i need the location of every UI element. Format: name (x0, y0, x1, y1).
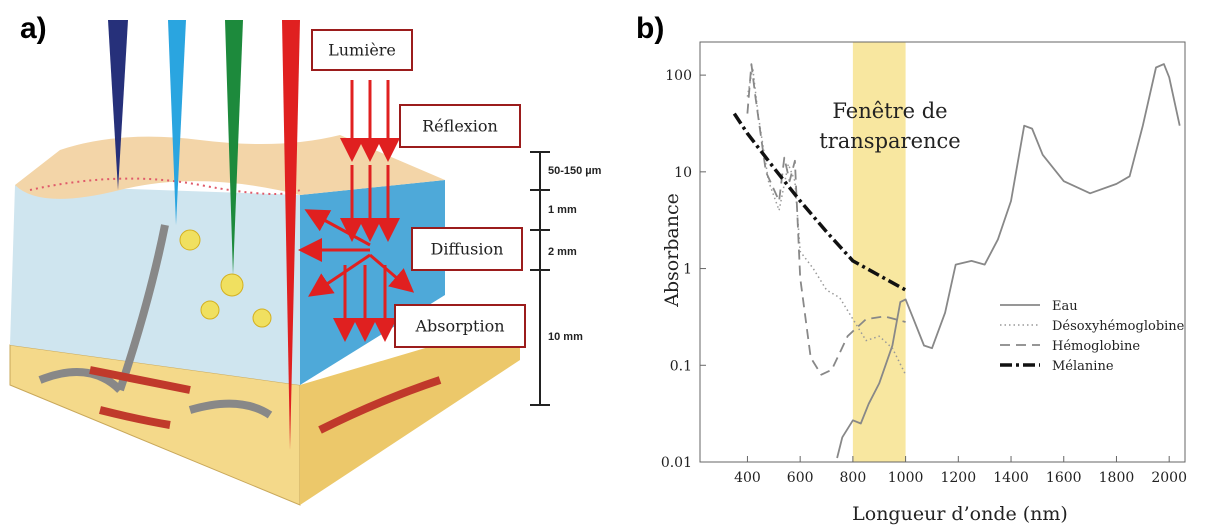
x-tick-label: 400 (734, 470, 761, 486)
y-axis-label: Absorbance (661, 193, 683, 308)
depth-label: 10 mm (548, 331, 583, 343)
x-tick-label: 2000 (1151, 470, 1187, 486)
panel-a: a) (9, 12, 602, 506)
needle-green (225, 20, 243, 275)
panel-b: b) 0.01 0.1 1 10 100 400 600 800 1000 1200 1400 1600… (636, 12, 1187, 525)
x-tick-label: 800 (840, 470, 867, 486)
annotation-box (311, 29, 413, 71)
hypodermis-side (300, 320, 520, 505)
x-tick-label: 1400 (993, 470, 1029, 486)
x-tick-label: 1800 (1099, 470, 1135, 486)
x-axis-label: Longueur d’onde (nm) (852, 503, 1068, 525)
annotation: Diffusion (431, 240, 504, 259)
annotation: Absorption (414, 317, 504, 336)
x-tick-label: 1600 (1046, 470, 1082, 486)
plot-frame (699, 41, 1186, 463)
y-tick-label: 1 (683, 262, 692, 278)
y-tick-label: 10 (674, 165, 692, 181)
glands (179, 229, 272, 328)
x-tick-label: 600 (787, 470, 814, 486)
annotation: transparence (819, 129, 960, 153)
annotation-box (399, 104, 521, 148)
series-line (732, 112, 907, 292)
light-arrows (298, 80, 415, 342)
annotation: Lumière (328, 41, 396, 60)
x-tick-label: 1200 (940, 470, 976, 486)
transparency-window (852, 42, 906, 462)
x-tick-label: 1000 (888, 470, 924, 486)
series-line (836, 63, 1181, 459)
legend-label: Hémoglobine (1052, 339, 1140, 354)
y-tick-label: 100 (665, 68, 692, 84)
annotation-box (394, 304, 526, 348)
legend-label: Désoxyhémoglobine (1052, 319, 1185, 334)
needle-blue (108, 20, 128, 190)
annotation: Réflexion (422, 117, 498, 136)
annotation-box (411, 227, 523, 271)
depth-scale (530, 151, 550, 406)
vessels-red (89, 366, 442, 434)
depth-label: 2 mm (548, 246, 577, 258)
legend-label: Mélanine (1052, 359, 1114, 374)
junction (29, 177, 301, 195)
vessels (38, 224, 273, 419)
y-tick-label: 0.01 (661, 455, 692, 471)
y-tick-label: 0.1 (670, 358, 692, 374)
needle-cyan (168, 20, 186, 225)
panel-label: a) (20, 12, 47, 45)
needle-red (282, 20, 300, 450)
annotation: Fenêtre de (832, 99, 947, 123)
depth-label: 1 mm (548, 204, 577, 216)
legend-label: Eau (1052, 299, 1078, 314)
panel-label: b) (636, 12, 664, 45)
series-line (746, 63, 906, 376)
depth-label: 50-150 µm (548, 165, 602, 177)
